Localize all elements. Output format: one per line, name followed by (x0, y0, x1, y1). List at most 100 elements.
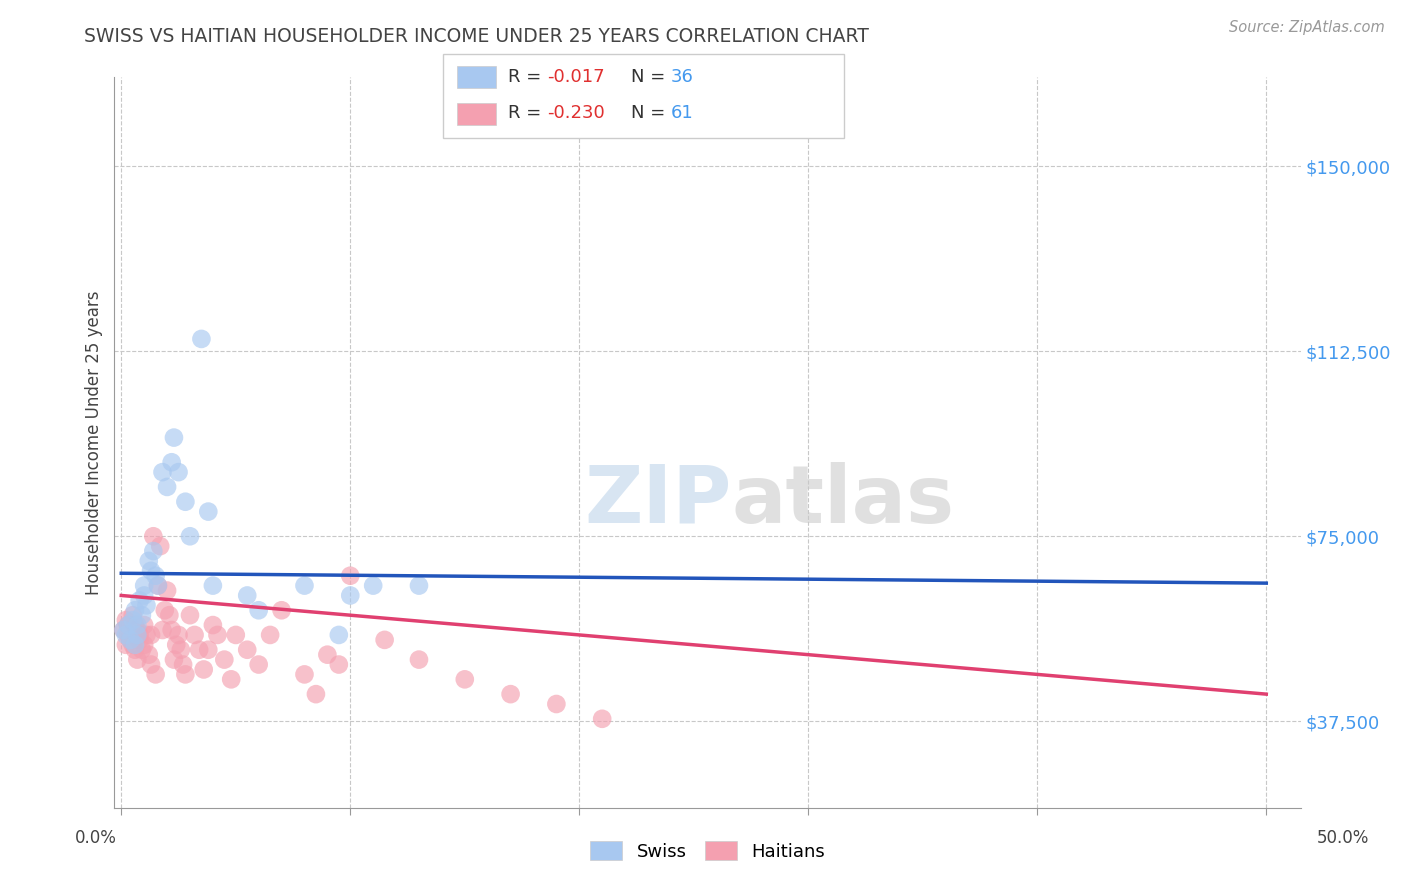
Point (142, 529, 165, 543)
Point (120, 632, 142, 647)
Point (197, 642, 219, 657)
Point (339, 589, 361, 603)
Point (134, 638, 156, 652)
Point (214, 652, 236, 666)
Point (138, 648, 160, 662)
Text: ZIP: ZIP (583, 462, 731, 540)
Point (134, 579, 156, 593)
Point (163, 652, 186, 666)
Point (207, 628, 229, 642)
Point (145, 568, 167, 582)
Text: -0.230: -0.230 (547, 104, 605, 122)
Point (131, 642, 153, 657)
Point (139, 628, 162, 642)
Text: 36: 36 (671, 68, 693, 86)
Text: Source: ZipAtlas.com: Source: ZipAtlas.com (1229, 20, 1385, 35)
Point (305, 687, 328, 701)
Text: R =: R = (508, 68, 547, 86)
Point (499, 687, 522, 701)
Point (546, 697, 568, 711)
Point (142, 544, 165, 558)
Point (127, 652, 149, 666)
Point (316, 648, 339, 662)
Point (127, 628, 149, 642)
Point (179, 529, 201, 543)
Point (146, 579, 169, 593)
Point (270, 603, 292, 617)
Point (139, 657, 162, 672)
Point (124, 642, 146, 657)
Point (193, 663, 215, 677)
Point (236, 589, 259, 603)
Point (190, 332, 212, 346)
Point (172, 657, 194, 672)
Point (124, 603, 146, 617)
Point (167, 628, 190, 642)
Point (454, 673, 477, 687)
Point (160, 623, 183, 637)
Point (128, 628, 150, 642)
Point (115, 613, 138, 627)
Point (339, 568, 361, 582)
Text: -0.017: -0.017 (547, 68, 605, 86)
Point (247, 657, 270, 672)
Y-axis label: Householder Income Under 25 years: Householder Income Under 25 years (86, 290, 103, 595)
Point (225, 628, 247, 642)
Point (121, 638, 143, 652)
Point (124, 618, 146, 632)
Point (197, 505, 219, 519)
Point (174, 494, 197, 508)
Point (247, 603, 270, 617)
Point (127, 623, 149, 637)
Point (219, 673, 242, 687)
Point (120, 632, 142, 647)
Point (236, 642, 259, 657)
Point (117, 618, 139, 632)
Text: N =: N = (631, 104, 671, 122)
Point (152, 465, 174, 479)
Point (160, 455, 183, 469)
Legend: Swiss, Haitians: Swiss, Haitians (582, 834, 832, 868)
Point (128, 632, 150, 647)
Point (149, 539, 172, 553)
Point (328, 628, 350, 642)
Point (135, 628, 157, 642)
Point (138, 554, 160, 568)
Point (259, 628, 281, 642)
Point (135, 599, 157, 613)
Point (117, 618, 139, 632)
Point (201, 618, 224, 632)
Point (156, 480, 179, 494)
Point (183, 628, 205, 642)
Point (328, 657, 350, 672)
Text: 61: 61 (671, 104, 693, 122)
Point (121, 608, 143, 623)
Point (165, 638, 187, 652)
Point (170, 642, 193, 657)
Point (134, 618, 156, 632)
Point (179, 608, 201, 623)
Point (124, 638, 146, 652)
Point (139, 564, 162, 578)
Text: 0.0%: 0.0% (75, 829, 117, 847)
Point (152, 623, 174, 637)
Point (294, 579, 316, 593)
Text: N =: N = (631, 68, 671, 86)
Text: SWISS VS HAITIAN HOUSEHOLDER INCOME UNDER 25 YEARS CORRELATION CHART: SWISS VS HAITIAN HOUSEHOLDER INCOME UNDE… (84, 27, 869, 45)
Point (146, 579, 169, 593)
Point (128, 593, 150, 607)
Point (115, 628, 138, 642)
Point (117, 628, 139, 642)
Point (174, 667, 197, 681)
Point (591, 712, 613, 726)
Point (112, 623, 135, 637)
Point (131, 608, 153, 623)
Point (112, 623, 135, 637)
Point (145, 667, 167, 681)
Point (201, 579, 224, 593)
Point (157, 608, 180, 623)
Text: R =: R = (508, 104, 547, 122)
Text: atlas: atlas (731, 462, 955, 540)
Text: 50.0%: 50.0% (1316, 829, 1369, 847)
Point (361, 579, 384, 593)
